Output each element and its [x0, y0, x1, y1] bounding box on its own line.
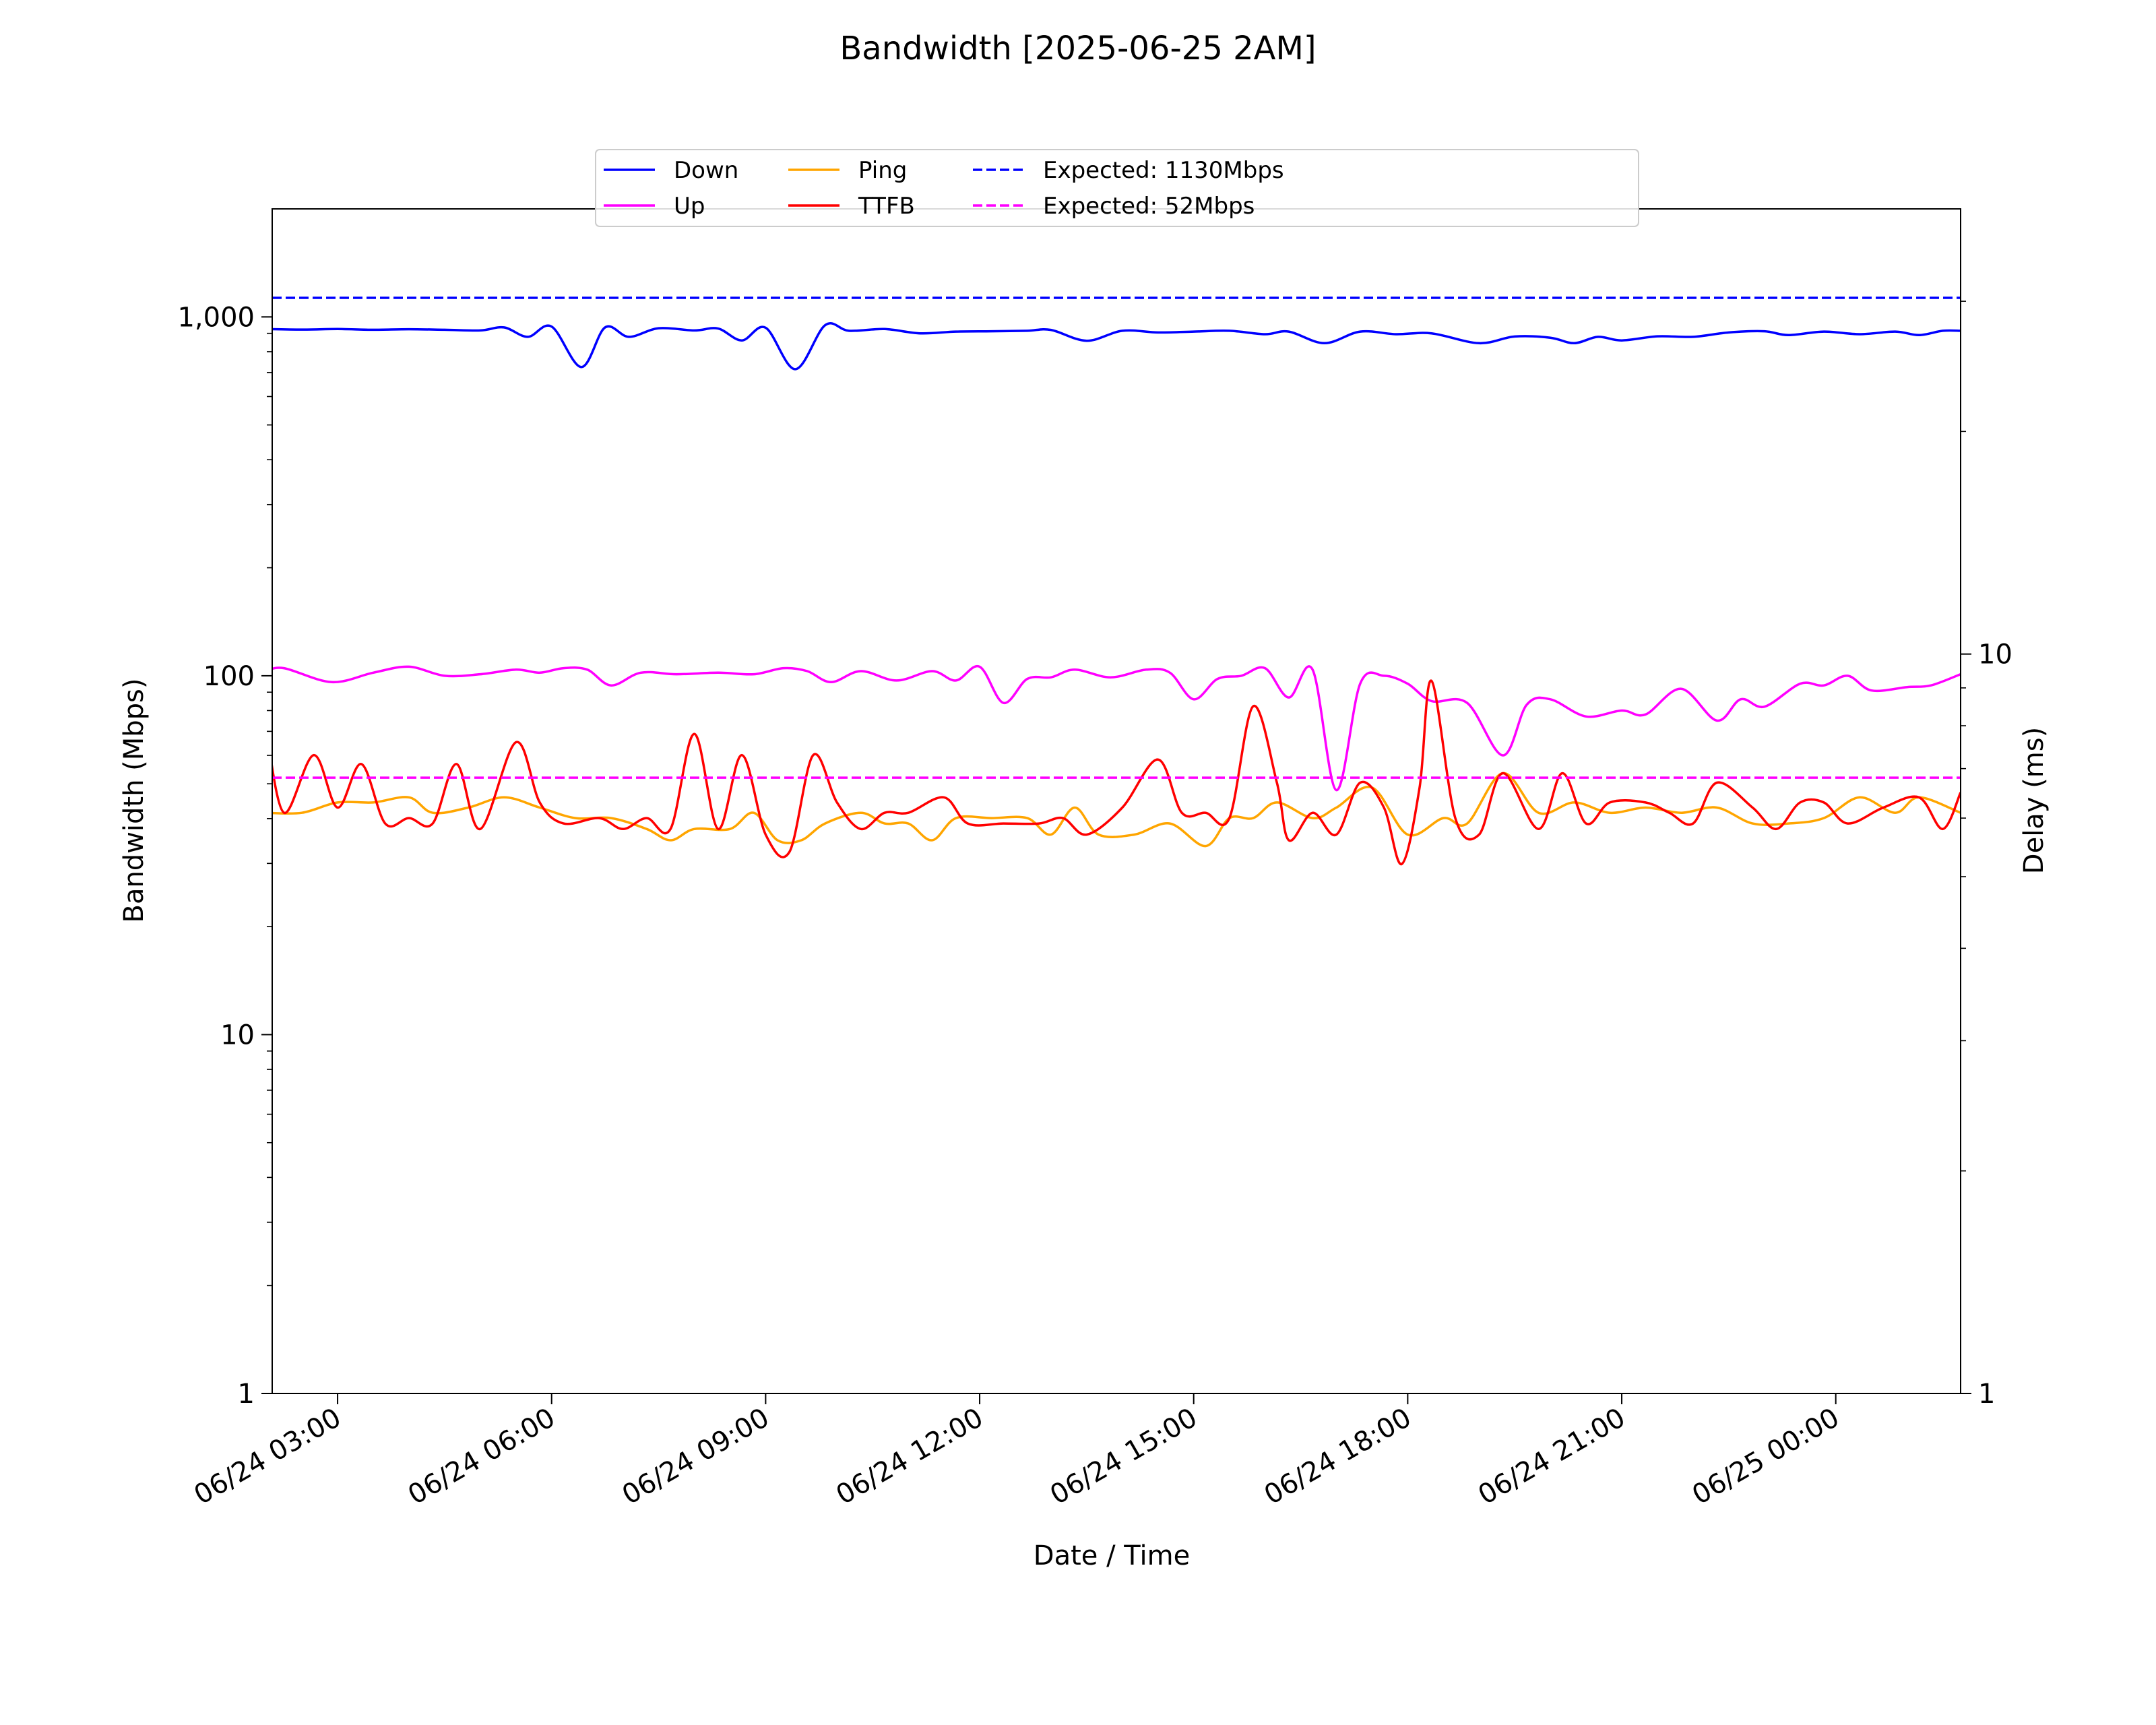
legend-box: [595, 149, 1639, 227]
series-line-ping: [272, 772, 1961, 848]
legend-label-expected-52mbps: Expected: 52Mbps: [1043, 193, 1255, 220]
legend-label-down: Down: [674, 157, 738, 184]
legend: Down Up Ping TTFB Expected: 1130Mbps Expected…: [595, 149, 1639, 227]
legend-label-expected-1130mbps: Expected: 1130Mbps: [1043, 157, 1284, 184]
legend-label-ping: Ping: [858, 157, 907, 184]
y2-tick-label: 10: [1978, 639, 2012, 670]
x-axis-label: Date / Time: [1034, 1540, 1190, 1571]
series-line-up: [272, 664, 1961, 792]
legend-label-up: Up: [674, 193, 705, 220]
y2-axis-label: Delay (ms): [2019, 727, 2050, 874]
y-tick-label: 100: [203, 661, 255, 692]
y-axis-label: Bandwidth (Mbps): [119, 678, 150, 922]
y-tick-label: 1: [238, 1379, 255, 1410]
chart-title: Bandwidth [2025-06-25 2AM]: [839, 30, 1316, 67]
series-line-ttfb: [272, 679, 1961, 866]
y2-tick-label: 1: [1978, 1379, 1995, 1410]
series-line-down: [272, 322, 1961, 371]
legend-label-ttfb: TTFB: [858, 193, 915, 220]
y-tick-label: 1,000: [177, 302, 255, 333]
y-tick-label: 10: [220, 1020, 255, 1050]
plot-lines: [272, 296, 1961, 866]
